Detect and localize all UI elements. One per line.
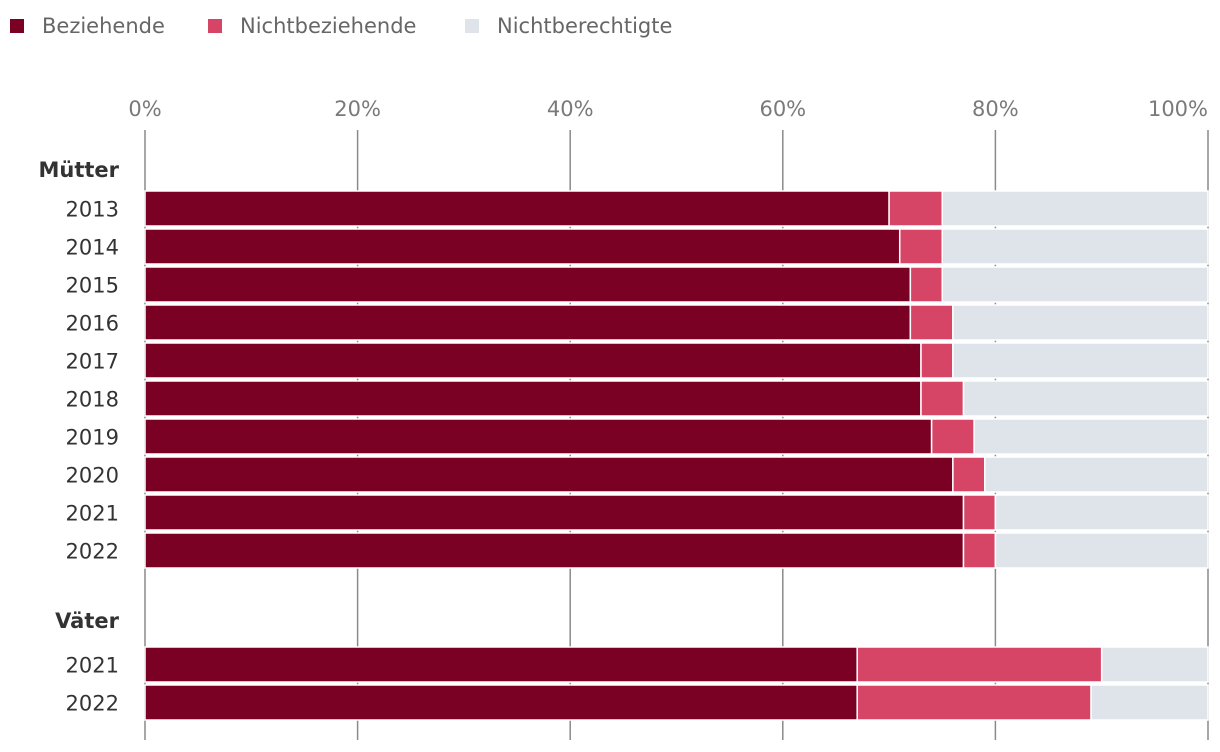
bar-segment-nichtbeziehende (909, 304, 954, 341)
category-label: 2014 (66, 236, 119, 260)
bar-segment-nichtberechtigte (941, 228, 1209, 265)
legend-label-nichtbeziehende: Nichtbeziehende (240, 14, 416, 38)
bar-segment-beziehende (144, 380, 922, 417)
bar-segment-nichtberechtigte (952, 342, 1209, 379)
bar-segment-nichtberechtigte (941, 266, 1209, 303)
bar-segment-nichtberechtigte (973, 418, 1209, 455)
bar-segment-nichtbeziehende (898, 228, 943, 265)
legend-swatch-nichtberechtigte (465, 19, 479, 33)
legend-label-beziehende: Beziehende (42, 14, 165, 38)
bar-segment-nichtbeziehende (909, 266, 943, 303)
bar-segment-beziehende (144, 456, 954, 493)
bar-segment-nichtbeziehende (920, 342, 954, 379)
legend-swatch-beziehende (10, 19, 24, 33)
category-label: 2017 (66, 350, 119, 374)
bar-segment-nichtberechtigte (984, 456, 1209, 493)
bar-segment-nichtbeziehende (920, 380, 965, 417)
category-label: 2022 (66, 540, 119, 564)
bar-segment-nichtbeziehende (952, 456, 986, 493)
bar-segment-beziehende (144, 266, 912, 303)
bar-segment-beziehende (144, 342, 922, 379)
category-label: 2020 (66, 464, 119, 488)
bar-segment-nichtbeziehende (888, 190, 943, 227)
category-label: 2015 (66, 274, 119, 298)
bar-segment-nichtberechtigte (1090, 684, 1209, 721)
category-label: 2019 (66, 426, 119, 450)
legend-swatch-nichtbeziehende (208, 19, 222, 33)
category-labels: Mütter 2013 2014 2015 2016 2017 2018 2019 2020 20… (38, 158, 119, 716)
category-label: 2022 (66, 692, 119, 716)
bar-segment-nichtberechtigte (994, 494, 1209, 531)
legend: Beziehende Nichtbeziehende Nichtberechtigt… (10, 14, 672, 38)
bar-segment-beziehende (144, 418, 933, 455)
x-tick-label: 60% (759, 97, 806, 121)
bar-segment-beziehende (144, 494, 965, 531)
group-label-vaeter: Väter (55, 609, 120, 633)
x-tick-label: 80% (972, 97, 1019, 121)
bar-segment-beziehende (144, 228, 901, 265)
bar-segment-nichtberechtigte (994, 532, 1209, 569)
bar-segment-nichtberechtigte (952, 304, 1209, 341)
bar-segment-nichtbeziehende (856, 684, 1092, 721)
x-tick-label: 40% (547, 97, 594, 121)
bar-segment-nichtbeziehende (962, 494, 997, 531)
bar-segment-nichtberechtigte (941, 190, 1209, 227)
group-label-muetter: Mütter (38, 158, 119, 182)
bar-segment-nichtbeziehende (962, 532, 997, 569)
x-tick-label: 100% (1148, 97, 1208, 121)
bar-segment-beziehende (144, 646, 858, 683)
category-label: 2021 (66, 654, 119, 678)
bar-segment-nichtbeziehende (930, 418, 975, 455)
bar-segment-beziehende (144, 684, 858, 721)
x-tick-label: 20% (334, 97, 381, 121)
bar-segment-beziehende (144, 304, 912, 341)
category-label: 2013 (66, 198, 119, 222)
bar-segment-nichtbeziehende (856, 646, 1103, 683)
category-label: 2021 (66, 502, 119, 526)
bar-segment-nichtberechtigte (962, 380, 1209, 417)
bars (144, 190, 1209, 721)
category-label: 2018 (66, 388, 119, 412)
legend-label-nichtberechtigte: Nichtberechtigte (497, 14, 672, 38)
category-label: 2016 (66, 312, 119, 336)
bar-segment-beziehende (144, 532, 965, 569)
x-tick-label: 0% (128, 97, 161, 121)
bar-segment-nichtberechtigte (1100, 646, 1209, 683)
bar-segment-beziehende (144, 190, 890, 227)
